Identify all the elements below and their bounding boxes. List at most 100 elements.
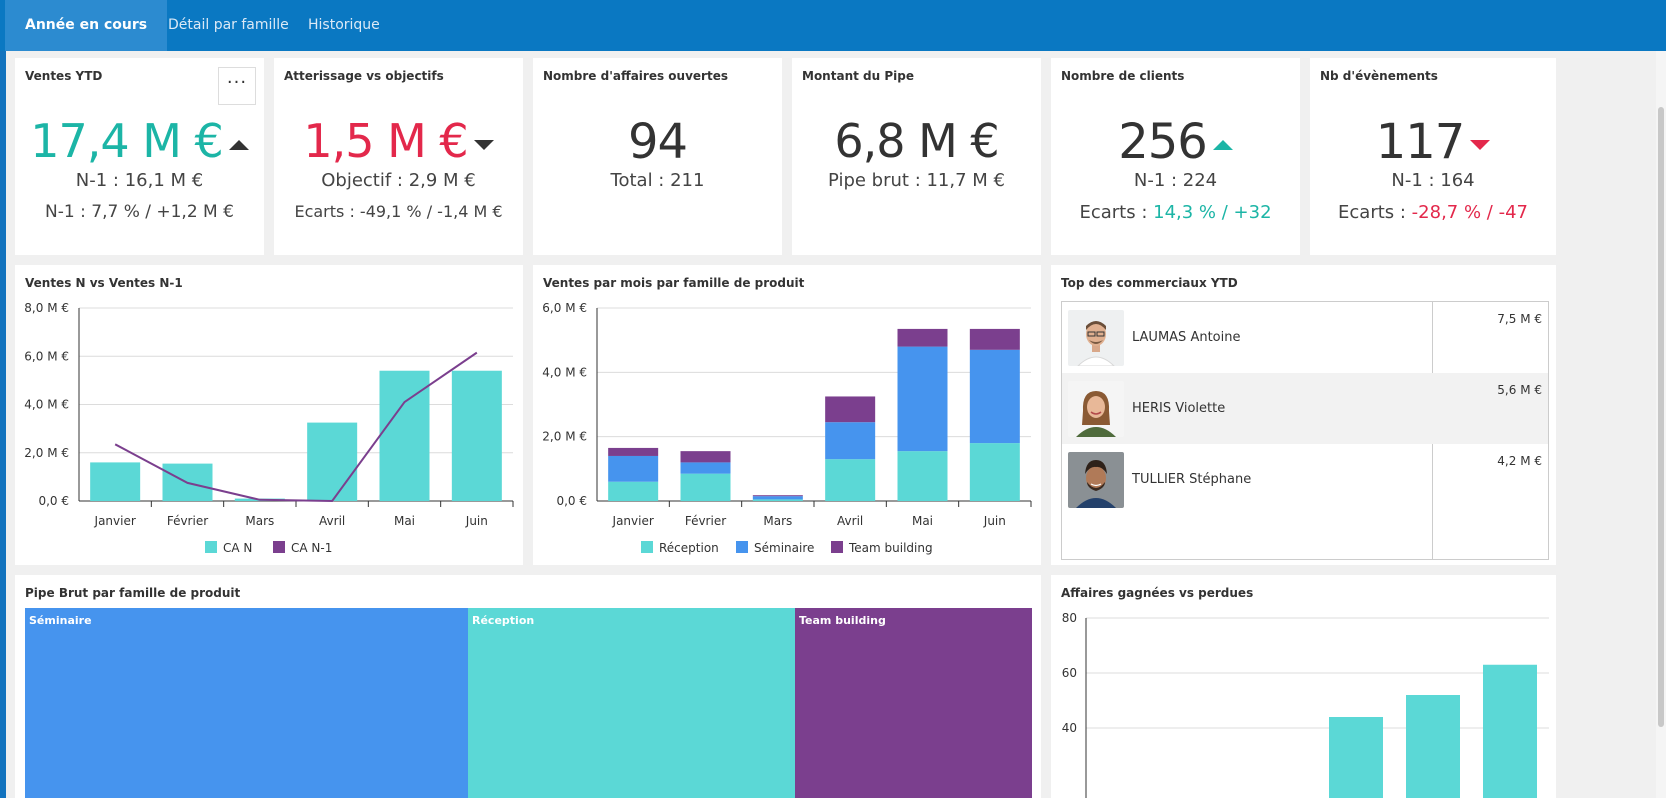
tab-annee-en-cours[interactable]: Année en cours bbox=[5, 0, 168, 51]
card-title: Top des commerciaux YTD bbox=[1061, 276, 1238, 290]
y-tick-label: 40 bbox=[1062, 721, 1077, 735]
bar-segment-1 bbox=[825, 422, 876, 460]
commercial-value: 4,2 M € bbox=[1497, 454, 1542, 468]
x-tick-label: Mai bbox=[912, 514, 933, 528]
bar-segment-0 bbox=[680, 473, 731, 501]
ventes-n-vs-n1-chart: 0,0 € 2,0 M € 4,0 M € 6,0 M € 8,0 M € Janvier… bbox=[24, 301, 514, 555]
bar-segment-2 bbox=[825, 396, 876, 423]
treemap-cell-label: Réception bbox=[472, 614, 535, 627]
bar-ca-n bbox=[90, 462, 141, 501]
bar-segment-2 bbox=[608, 447, 659, 456]
bar-segment-0 bbox=[608, 481, 659, 501]
card-title: Nombre de clients bbox=[1061, 69, 1185, 83]
treemap-cell[interactable]: Réception bbox=[468, 608, 795, 798]
y-tick-label: 80 bbox=[1062, 611, 1077, 625]
bar-ca-n bbox=[451, 370, 502, 501]
more-options-button[interactable]: ··· bbox=[218, 67, 256, 105]
kpi-sub-1: N-1 : 164 bbox=[1391, 170, 1475, 191]
trend-down-icon bbox=[1470, 140, 1491, 150]
tab-historique[interactable]: Historique bbox=[308, 17, 380, 33]
commercial-value: 5,6 M € bbox=[1497, 383, 1542, 397]
card-title: Atterissage vs objectifs bbox=[284, 69, 444, 83]
treemap-cell[interactable]: Team building bbox=[795, 608, 1032, 798]
kpi-card-montant-pipe[interactable]: Montant du Pipe 6,8 M € Pipe brut : 11,7… bbox=[792, 58, 1041, 255]
kpi-card-ventes-ytd[interactable]: Ventes YTD ··· 17,4 M € N-1 : 16,1 M € N… bbox=[15, 58, 264, 255]
y-tick-label: 2,0 M € bbox=[24, 446, 69, 460]
scrollbar-thumb[interactable] bbox=[1658, 107, 1664, 727]
chart-card-affaires-gagnees: Affaires gagnées vs perdues 40 60 80 bbox=[1051, 575, 1556, 798]
top-commerciaux-card: Top des commerciaux YTD LAUMAS Antoine 7… bbox=[1051, 265, 1556, 565]
bar-ca-n bbox=[307, 422, 358, 501]
kpi-sub-1: N-1 : 16,1 M € bbox=[75, 170, 204, 191]
kpi-card-nombre-clients[interactable]: Nombre de clients 256 N-1 : 224 Ecarts :… bbox=[1051, 58, 1300, 255]
kpi-value: 117 bbox=[1310, 114, 1556, 170]
left-accent-strip bbox=[0, 51, 6, 798]
kpi-value-text: 17,4 M € bbox=[30, 114, 224, 168]
bar-segment-2 bbox=[680, 451, 731, 463]
legend-label: Séminaire bbox=[754, 541, 814, 555]
kpi-card-affaires-ouvertes[interactable]: Nombre d'affaires ouvertes 94 Total : 21… bbox=[533, 58, 782, 255]
kpi-value: 6,8 M € bbox=[834, 114, 999, 168]
bar-segment-1 bbox=[969, 349, 1020, 444]
y-tick-label: 6,0 M € bbox=[542, 301, 587, 315]
bar-segment-2 bbox=[969, 328, 1020, 350]
x-tick-label: Janvier bbox=[94, 514, 136, 528]
chart-title: Ventes N vs Ventes N-1 bbox=[25, 276, 183, 290]
kpi-value: 17,4 M € bbox=[15, 114, 264, 168]
y-tick-label: 2,0 M € bbox=[542, 430, 587, 444]
legend-swatch bbox=[736, 541, 748, 553]
bar-segment-1 bbox=[680, 462, 731, 474]
bar-segment-0 bbox=[897, 451, 948, 501]
card-title: Nombre d'affaires ouvertes bbox=[543, 69, 728, 83]
avatar-heris-violette bbox=[1068, 381, 1124, 437]
bar-segment-0 bbox=[825, 459, 876, 501]
x-tick-label: Février bbox=[685, 514, 726, 528]
kpi-sub-1: Total : 211 bbox=[610, 170, 705, 191]
trend-up-icon bbox=[228, 139, 249, 150]
kpi-card-nb-evenements[interactable]: Nb d'évènements 117 N-1 : 164 Ecarts : -… bbox=[1310, 58, 1556, 255]
treemap-cell-label: Séminaire bbox=[29, 614, 92, 627]
x-tick-label: Février bbox=[167, 514, 208, 528]
bar-segment-0 bbox=[969, 443, 1020, 501]
commercial-value: 7,5 M € bbox=[1497, 312, 1542, 326]
kpi-sub-2: Ecarts : -49,1 % / -1,4 M € bbox=[294, 202, 503, 221]
kpi-sub-2-prefix: Ecarts : bbox=[1338, 202, 1412, 223]
bar-ca-n bbox=[379, 370, 430, 501]
kpi-sub-1: Objectif : 2,9 M € bbox=[321, 170, 476, 191]
y-tick-label: 0,0 € bbox=[556, 494, 587, 508]
affaires-gagnees-chart: 40 60 80 bbox=[1062, 611, 1549, 798]
top-commerciaux-table: LAUMAS Antoine 7,5 M € HERIS Violette 5,… bbox=[1061, 301, 1549, 560]
commercial-name: LAUMAS Antoine bbox=[1132, 330, 1241, 345]
kpi-card-atterrissage[interactable]: Atterissage vs objectifs 1,5 M € Objecti… bbox=[274, 58, 523, 255]
y-tick-label: 8,0 M € bbox=[24, 301, 69, 315]
treemap-cell[interactable]: Séminaire bbox=[25, 608, 468, 798]
kpi-sub-1: N-1 : 224 bbox=[1133, 170, 1218, 191]
x-tick-label: Mars bbox=[763, 514, 792, 528]
y-tick-label: 60 bbox=[1062, 666, 1077, 680]
card-title: Montant du Pipe bbox=[802, 69, 914, 83]
kpi-sub-2-value: 14,3 % / +32 bbox=[1153, 202, 1272, 223]
commercial-name: TULLIER Stéphane bbox=[1132, 472, 1252, 487]
table-row[interactable]: LAUMAS Antoine 7,5 M € bbox=[1062, 302, 1548, 373]
bar-segment-1 bbox=[897, 346, 948, 452]
chart-title: Ventes par mois par famille de produit bbox=[543, 276, 805, 290]
legend-label-ca-n1: CA N-1 bbox=[291, 541, 332, 555]
kpi-sub-2: N-1 : 7,7 % / +1,2 M € bbox=[45, 202, 234, 222]
page-scrollbar[interactable] bbox=[1656, 51, 1666, 798]
y-tick-label: 0,0 € bbox=[38, 494, 69, 508]
kpi-sub-2: Ecarts : -28,7 % / -47 bbox=[1310, 202, 1556, 223]
avatar-laumas-antoine bbox=[1068, 310, 1124, 366]
treemap-cell-label: Team building bbox=[799, 614, 886, 627]
legend-swatch-ca-n bbox=[205, 541, 217, 553]
bar-segment-2 bbox=[897, 328, 948, 347]
card-title: Nb d'évènements bbox=[1320, 69, 1438, 83]
x-tick-label: Juin bbox=[983, 514, 1006, 528]
tab-detail-par-famille[interactable]: Détail par famille bbox=[168, 17, 289, 33]
table-row[interactable]: TULLIER Stéphane 4,2 M € bbox=[1062, 444, 1548, 515]
kpi-value-text: 117 bbox=[1375, 114, 1466, 170]
kpi-sub-2: Ecarts : 14,3 % / +32 bbox=[1051, 202, 1300, 223]
x-tick-label: Mai bbox=[394, 514, 415, 528]
legend-swatch-ca-n1 bbox=[273, 541, 285, 553]
table-row[interactable]: HERIS Violette 5,6 M € bbox=[1062, 373, 1548, 444]
x-tick-label: Mars bbox=[245, 514, 274, 528]
